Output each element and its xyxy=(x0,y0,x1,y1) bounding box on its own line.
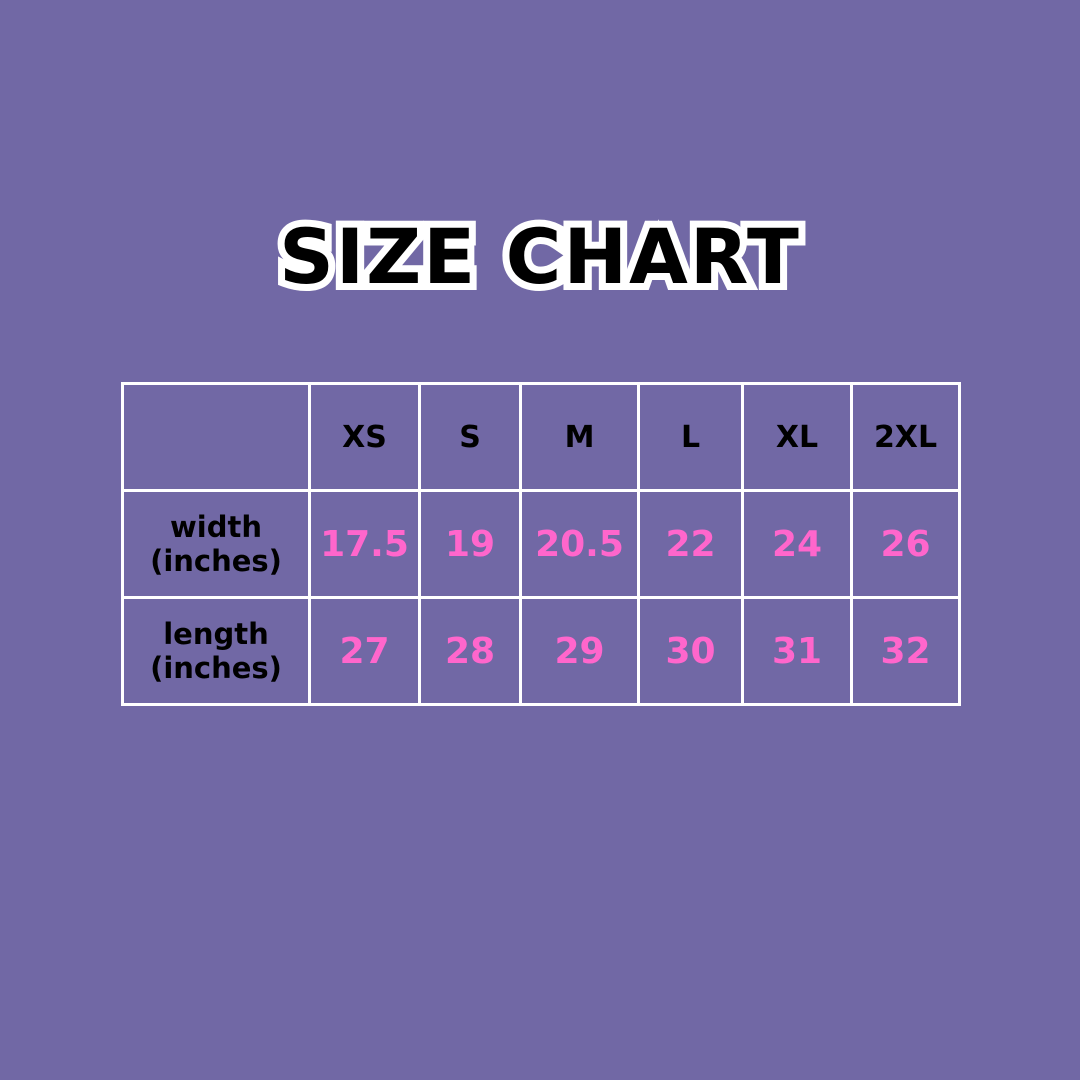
table-cell: 22 xyxy=(637,489,744,599)
table-cell: 30 xyxy=(637,596,744,706)
row-label-unit: (inches) xyxy=(150,544,282,578)
size-table: XS S M L XL 2XL width (inches) 17.5 19 20… xyxy=(121,382,961,706)
table-cell: 28 xyxy=(418,596,522,706)
row-label-line: length xyxy=(163,617,269,651)
column-header: S xyxy=(418,382,522,492)
table-cell: 20.5 xyxy=(519,489,640,599)
table-cell: 32 xyxy=(850,596,961,706)
table-header-row: XS S M L XL 2XL xyxy=(121,382,961,492)
table-cell: 19 xyxy=(418,489,522,599)
table-row: width (inches) 17.5 19 20.5 22 24 26 xyxy=(121,489,961,599)
row-label-line: width xyxy=(170,510,262,544)
table-cell: 27 xyxy=(308,596,421,706)
row-label-unit: (inches) xyxy=(150,651,282,685)
corner-cell xyxy=(121,382,311,492)
page-title: SIZE CHART xyxy=(272,205,806,308)
column-header: M xyxy=(519,382,640,492)
column-header: 2XL xyxy=(850,382,961,492)
table-cell: 31 xyxy=(741,596,853,706)
table-cell: 24 xyxy=(741,489,853,599)
row-label: length (inches) xyxy=(121,596,311,706)
column-header: XL xyxy=(741,382,853,492)
row-label: width (inches) xyxy=(121,489,311,599)
column-header: XS xyxy=(308,382,421,492)
table-row: length (inches) 27 28 29 30 31 32 xyxy=(121,596,961,706)
table-cell: 17.5 xyxy=(308,489,421,599)
table-cell: 29 xyxy=(519,596,640,706)
column-header: L xyxy=(637,382,744,492)
table-cell: 26 xyxy=(850,489,961,599)
